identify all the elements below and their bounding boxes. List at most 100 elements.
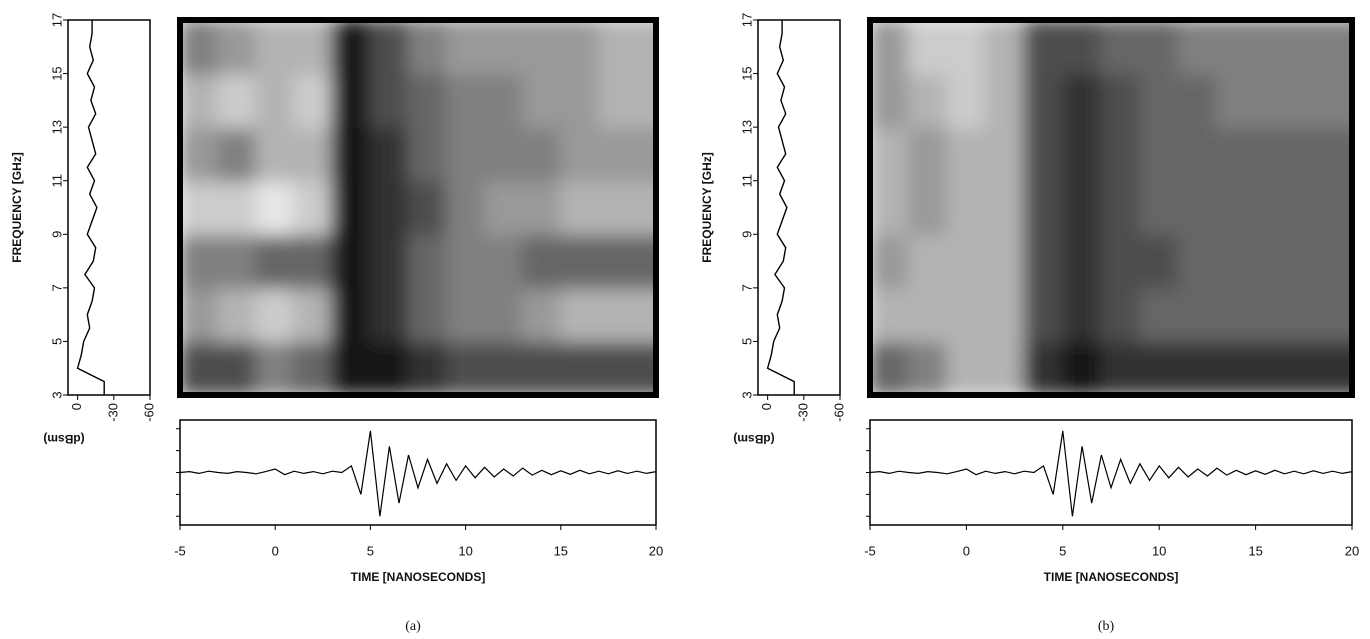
heatmap-cell: [1331, 340, 1352, 395]
heatmap-cell: [255, 286, 296, 343]
y-axis-label: FREQUENCY [GHz]: [700, 152, 714, 262]
y-tick-label: 9: [739, 231, 754, 238]
heatmap-cell: [1138, 126, 1180, 182]
heatmap-cell: [521, 72, 562, 129]
heatmap-cell: [1023, 179, 1064, 236]
heatmap-cell: [331, 340, 372, 395]
heatmap-cell: [946, 286, 987, 343]
heatmap-cell: [293, 72, 334, 129]
heatmap-cell: [1100, 340, 1141, 395]
heatmap-cell: [1061, 20, 1103, 75]
heatmap-cell: [521, 286, 562, 343]
heatmap-cell: [1100, 20, 1141, 75]
heatmap-cell: [445, 72, 486, 129]
heatmap-cell: [1061, 286, 1103, 343]
heatmap-cell: [635, 179, 656, 236]
heatmap-cell: [293, 340, 334, 395]
heatmap-cell: [870, 179, 910, 236]
panel: FREQUENCY [GHz] 3 5 7 9 11 13 15 17 0 -30 -60 (dBsm)…: [10, 13, 663, 634]
heatmap-cell: [1293, 179, 1334, 236]
heatmap-cell: [907, 179, 949, 236]
heatmap-cell: [946, 72, 987, 129]
heatmap-cell: [1177, 179, 1219, 236]
heatmap-cell: [483, 340, 524, 395]
panel-label: (b): [1098, 619, 1115, 634]
heatmap-cell: [1023, 233, 1064, 289]
heatmap-cell: [521, 179, 562, 236]
signal-line: [869, 430, 1353, 517]
heatmap-cell: [1023, 340, 1064, 395]
y-axis-label: FREQUENCY [GHz]: [10, 152, 24, 262]
heatmap-cell: [255, 179, 296, 236]
heatmap-cell: [331, 72, 372, 129]
y-tick-label: 11: [739, 174, 754, 188]
heatmap-cell: [635, 340, 656, 395]
heatmap-cell: [217, 233, 258, 289]
heatmap-cell: [1138, 72, 1180, 129]
heatmap-cell: [1023, 126, 1064, 182]
heatmap-cell: [870, 126, 910, 182]
heatmap-cells: [870, 20, 1352, 395]
heatmap-cell: [1216, 233, 1257, 289]
heatmap-cell: [521, 126, 562, 182]
heatmap-cell: [1100, 179, 1141, 236]
heatmap-cell: [946, 126, 987, 182]
panel-label: (a): [405, 619, 421, 634]
heatmap-cells: [180, 20, 656, 395]
spectrogram-frame: [177, 17, 659, 398]
heatmap-cell: [369, 340, 410, 395]
heatmap-cell: [483, 179, 524, 236]
heatmap-cell: [597, 286, 638, 343]
heatmap-cell: [1331, 20, 1352, 75]
heatmap-cell: [1216, 72, 1257, 129]
heatmap-cell: [559, 179, 600, 236]
heatmap-cell: [407, 233, 448, 289]
heatmap-cell: [483, 126, 524, 182]
heatmap-cell: [445, 233, 486, 289]
heatmap-cell: [1216, 126, 1257, 182]
heatmap-cell: [984, 179, 1026, 236]
heatmap-cell: [597, 233, 638, 289]
heatmap-cell: [217, 72, 258, 129]
y-tick-label: 9: [49, 231, 64, 238]
heatmap-cell: [1061, 233, 1103, 289]
heatmap-cell: [255, 340, 296, 395]
spectrum-tick-label: -30: [795, 403, 810, 422]
spectrum-tick-label: 0: [69, 403, 84, 410]
heatmap-cell: [180, 20, 220, 75]
heatmap-cell: [559, 340, 600, 395]
heatmap-cell: [635, 233, 656, 289]
x-axis-label: TIME [NANOSECONDS]: [351, 570, 486, 584]
heatmap-cell: [559, 233, 600, 289]
y-tick-label: 15: [49, 66, 64, 80]
heatmap-cell: [907, 72, 949, 129]
y-tick-label: 5: [49, 338, 64, 345]
heatmap-cell: [1138, 286, 1180, 343]
heatmap-cell: [559, 72, 600, 129]
heatmap-cell: [369, 286, 410, 343]
x-tick-label: 10: [458, 543, 472, 558]
x-tick-label: 0: [272, 543, 279, 558]
heatmap-cell: [217, 126, 258, 182]
heatmap-cell: [369, 126, 410, 182]
y-tick-label: 7: [49, 284, 64, 291]
heatmap-cell: [1061, 340, 1103, 395]
heatmap-cell: [293, 179, 334, 236]
spectrum-tick-label: 0: [759, 403, 774, 410]
heatmap-cell: [1216, 286, 1257, 343]
heatmap-cell: [559, 286, 600, 343]
heatmap-cell: [635, 286, 656, 343]
heatmap-cell: [597, 72, 638, 129]
heatmap-cell: [984, 340, 1026, 395]
spectrum-frame: [67, 19, 151, 396]
heatmap-cell: [946, 233, 987, 289]
heatmap-cell: [521, 20, 562, 75]
heatmap-cell: [331, 20, 372, 75]
x-tick-label: 20: [1345, 543, 1359, 558]
heatmap-cell: [180, 126, 220, 182]
heatmap-cell: [1331, 72, 1352, 129]
heatmap-cell: [1177, 340, 1219, 395]
heatmap-cell: [984, 72, 1026, 129]
heatmap-cell: [180, 340, 220, 395]
